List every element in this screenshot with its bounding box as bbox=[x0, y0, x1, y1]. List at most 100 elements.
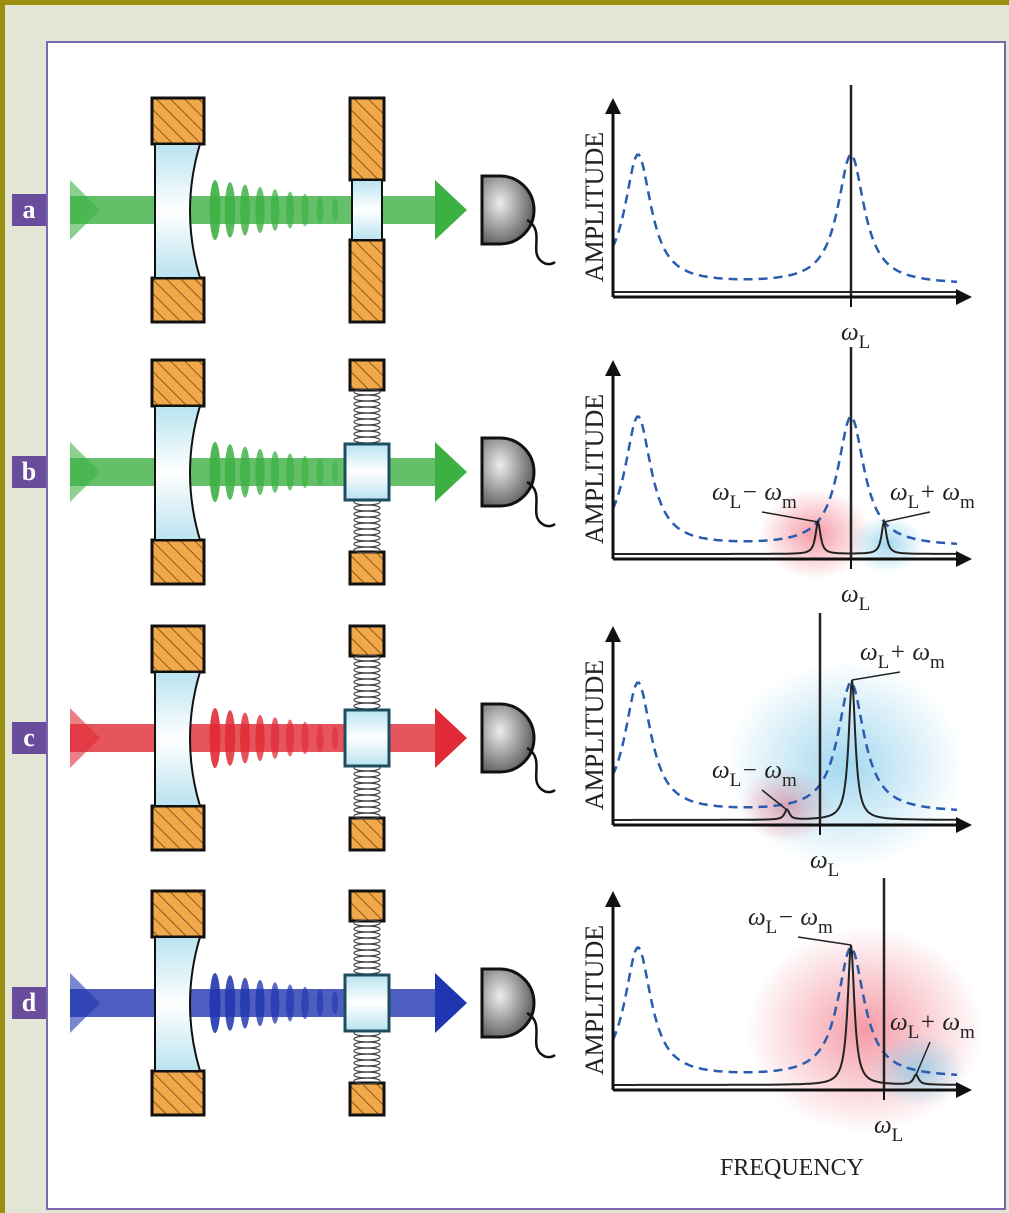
mirror-mount bbox=[348, 550, 386, 586]
wave-front bbox=[270, 982, 280, 1024]
symbol: ω bbox=[841, 319, 859, 346]
detector-wire bbox=[526, 218, 556, 266]
wave-front bbox=[331, 726, 339, 750]
detector bbox=[480, 436, 536, 508]
wave-front bbox=[286, 719, 294, 757]
wave-front bbox=[270, 189, 280, 231]
symbol: + ω bbox=[919, 1009, 960, 1036]
panel-label-box bbox=[12, 194, 46, 226]
mirror-mount bbox=[150, 96, 206, 146]
symbol: ω bbox=[890, 1009, 908, 1036]
glow bbox=[726, 661, 964, 869]
panel-label: c bbox=[23, 723, 35, 752]
detector bbox=[480, 967, 536, 1039]
spring-coil bbox=[353, 546, 381, 554]
leader-line bbox=[883, 511, 931, 523]
symbol: ω bbox=[874, 1112, 892, 1139]
mirror bbox=[154, 405, 202, 541]
detector bbox=[480, 174, 536, 246]
wave-front bbox=[331, 991, 339, 1015]
panel-label: b bbox=[22, 457, 36, 486]
beam-arrowhead bbox=[435, 708, 467, 768]
wave-front bbox=[240, 184, 250, 236]
wave-front bbox=[286, 984, 294, 1022]
y-arrow bbox=[605, 891, 621, 907]
carrier-label: ωL bbox=[810, 847, 839, 881]
subscript: m bbox=[960, 492, 975, 513]
subscript: m bbox=[930, 652, 945, 673]
carrier-label: ωL bbox=[841, 319, 870, 353]
spectrum bbox=[613, 518, 958, 555]
symbol: ω bbox=[860, 639, 878, 666]
cavity-response bbox=[611, 945, 958, 1077]
mirror bbox=[351, 179, 383, 241]
symbol: + ω bbox=[919, 479, 960, 506]
wave-front bbox=[331, 460, 339, 484]
wave-front bbox=[286, 191, 294, 229]
mirror-mount bbox=[348, 889, 386, 923]
mirror bbox=[343, 973, 391, 1033]
detector-wire bbox=[526, 480, 556, 528]
wave-front bbox=[316, 196, 324, 224]
symbol: ω bbox=[890, 479, 908, 506]
subscript: m bbox=[782, 770, 797, 791]
wave-front bbox=[270, 451, 280, 493]
mirror-mount bbox=[150, 1069, 206, 1117]
detector-wire bbox=[526, 746, 556, 794]
x-arrow bbox=[956, 817, 972, 833]
panel-label-box bbox=[12, 987, 46, 1019]
y-arrow bbox=[605, 626, 621, 642]
mirror-mount bbox=[150, 624, 206, 674]
leader-line bbox=[761, 511, 819, 523]
spectrum bbox=[613, 679, 958, 821]
mirror bbox=[154, 671, 202, 807]
leader-line bbox=[915, 1041, 931, 1076]
sideband-label: ωL+ ωm bbox=[860, 639, 945, 673]
wave-front bbox=[240, 446, 250, 498]
sideband-label: ωL+ ωm bbox=[890, 1009, 975, 1043]
leader-line bbox=[797, 936, 852, 946]
leader-line bbox=[851, 671, 901, 681]
mirror-mount bbox=[150, 276, 206, 324]
beam-tail bbox=[70, 973, 100, 1033]
subscript: m bbox=[960, 1022, 975, 1043]
sideband-label: ωL− ωm bbox=[712, 757, 797, 791]
wave-front bbox=[255, 714, 265, 762]
cavity-response bbox=[611, 414, 958, 546]
detector-wire bbox=[526, 1011, 556, 1059]
mirror bbox=[154, 143, 202, 279]
beam-arrowhead bbox=[435, 973, 467, 1033]
beam-tail bbox=[70, 708, 100, 768]
subscript: L bbox=[730, 770, 742, 791]
subscript: L bbox=[878, 652, 890, 673]
mirror-mount bbox=[150, 358, 206, 408]
subscript: m bbox=[818, 917, 833, 938]
subscript: L bbox=[859, 594, 871, 615]
spring-coil bbox=[353, 1077, 381, 1085]
cavity-response bbox=[611, 680, 958, 812]
mirror-mount bbox=[348, 238, 386, 324]
y-axis-title: AMPLITUDE bbox=[580, 925, 609, 1075]
mirror bbox=[343, 442, 391, 502]
y-arrow bbox=[605, 98, 621, 114]
sideband-label: ωL+ ωm bbox=[890, 479, 975, 513]
x-arrow bbox=[956, 551, 972, 567]
mirror-mount bbox=[348, 1081, 386, 1117]
wave-front bbox=[209, 442, 221, 502]
x-arrow bbox=[956, 1082, 972, 1098]
mirror-mount bbox=[150, 889, 206, 939]
panel-label: d bbox=[22, 988, 37, 1017]
mirror-mount bbox=[150, 804, 206, 852]
symbol: − ω bbox=[741, 757, 782, 784]
symbol: + ω bbox=[889, 639, 930, 666]
symbol: − ω bbox=[777, 904, 818, 931]
wave-front bbox=[209, 973, 221, 1033]
symbol: ω bbox=[712, 757, 730, 784]
leader-line bbox=[761, 789, 788, 811]
subscript: L bbox=[859, 332, 871, 353]
detector bbox=[480, 702, 536, 774]
